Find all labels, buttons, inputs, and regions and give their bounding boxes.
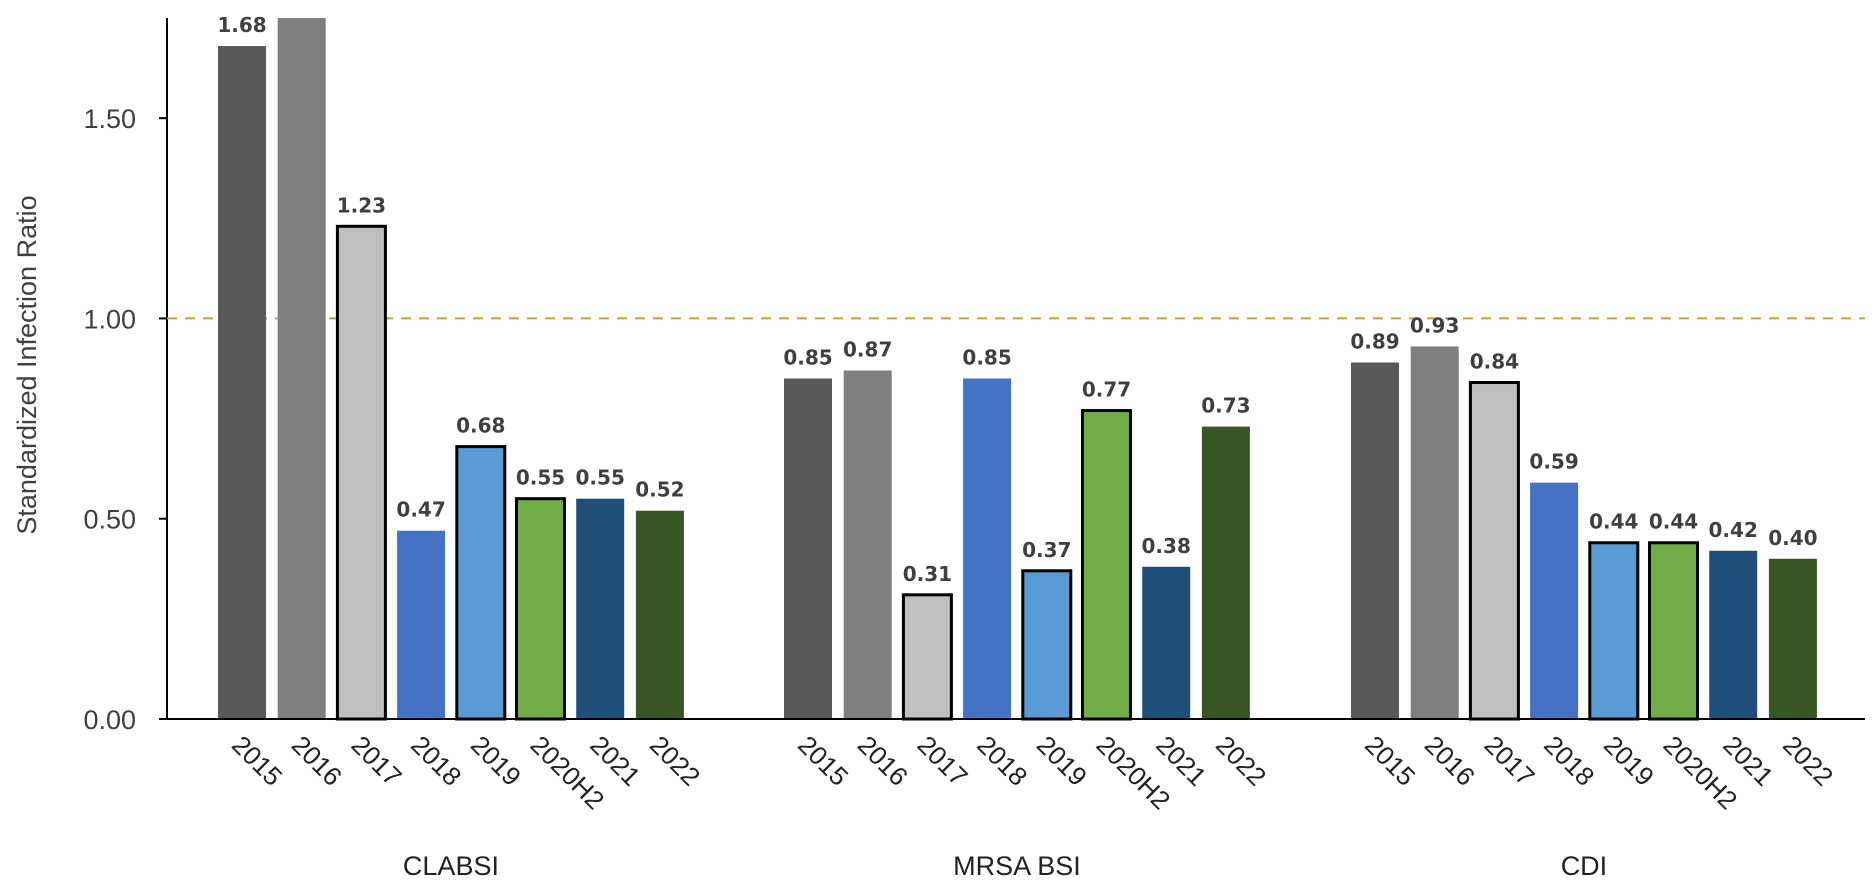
data-label: 1.23 <box>337 193 386 217</box>
bar-clabsi-2021 <box>576 498 625 719</box>
group-label: CDI <box>1561 851 1608 880</box>
data-label: 0.85 <box>962 346 1011 370</box>
x-tick-label: 2017 <box>912 730 974 792</box>
data-label: 0.44 <box>1589 510 1638 534</box>
data-label: 0.40 <box>1768 526 1817 550</box>
bar-clabsi-2018 <box>397 530 446 719</box>
data-label: 0.47 <box>396 498 445 522</box>
bar-mrsa-bsi-2018 <box>963 378 1012 719</box>
y-tick-label: 0.50 <box>83 505 136 535</box>
bar-mrsa-bsi-2020h2 <box>1081 409 1132 721</box>
bar-clabsi-2022 <box>635 510 684 719</box>
x-tick-label: 2022 <box>1210 730 1272 792</box>
data-label: 0.42 <box>1709 518 1758 542</box>
x-tick-label: 2022 <box>1777 730 1839 792</box>
data-label: 0.52 <box>635 478 684 502</box>
bar-mrsa-bsi-2016 <box>843 370 892 719</box>
data-label: 0.55 <box>516 466 565 490</box>
y-tick-label: 0.00 <box>83 705 136 735</box>
data-label: 0.55 <box>576 466 625 490</box>
bar-mrsa-bsi-2015 <box>784 378 832 719</box>
x-tick-label: 2022 <box>644 730 706 792</box>
bar-mrsa-bsi-2019 <box>1021 569 1073 721</box>
bar-clabsi-2017 <box>335 224 387 721</box>
data-label: 0.85 <box>783 346 832 370</box>
group-label: CLABSI <box>403 851 499 880</box>
data-label: 0.73 <box>1201 394 1250 418</box>
data-label: 0.44 <box>1649 510 1698 534</box>
y-tick-label: 1.50 <box>83 104 136 134</box>
data-label: 0.59 <box>1529 450 1578 474</box>
bar-cdi-2022 <box>1768 558 1817 719</box>
x-tick-label: 2018 <box>1538 730 1600 792</box>
data-label: 1.68 <box>217 13 266 37</box>
x-tick-label: 2019 <box>465 730 527 792</box>
y-axis-label: Standardized Infection Ratio <box>12 195 42 534</box>
bar-mrsa-bsi-2021 <box>1142 566 1191 719</box>
bar-cdi-2017 <box>1468 381 1520 721</box>
y-tick-label: 1.00 <box>83 304 136 334</box>
x-tick-label: 2016 <box>1419 730 1481 792</box>
bar-clabsi-2019 <box>455 445 507 721</box>
data-label: 0.38 <box>1142 534 1191 558</box>
x-tick-label: 2016 <box>286 730 348 792</box>
x-tick-label: 2015 <box>792 730 854 792</box>
bar-clabsi-2020h2 <box>515 497 566 721</box>
x-tick-label: 2017 <box>1479 730 1541 792</box>
data-label: 0.93 <box>1410 313 1459 337</box>
data-label: 0.37 <box>1022 538 1071 562</box>
x-tick-label: 2019 <box>1598 730 1660 792</box>
bar-cdi-2018 <box>1530 482 1579 719</box>
x-tick-label: 2019 <box>1031 730 1093 792</box>
bar-mrsa-bsi-2017 <box>901 593 953 721</box>
bar-cdi-2020h2 <box>1648 541 1699 721</box>
data-label: 0.68 <box>456 414 505 438</box>
x-tick-label: 2018 <box>405 730 467 792</box>
data-label: 0.87 <box>843 338 892 362</box>
data-label: 0.31 <box>903 562 952 586</box>
x-tick-label: 2016 <box>852 730 914 792</box>
bar-clabsi-2015 <box>218 46 266 720</box>
bar-mrsa-bsi-2022 <box>1201 426 1250 719</box>
bar-cdi-2021 <box>1709 550 1758 719</box>
bar-cdi-2019 <box>1588 541 1640 721</box>
data-label: 0.89 <box>1350 329 1399 353</box>
x-tick-label: 2017 <box>346 730 408 792</box>
x-tick-label: 2015 <box>226 730 288 792</box>
x-tick-label: 2018 <box>971 730 1033 792</box>
bar-cdi-2015 <box>1351 362 1399 719</box>
data-label: 0.77 <box>1082 378 1131 402</box>
group-label: MRSA BSI <box>953 851 1081 880</box>
data-label: 0.84 <box>1470 350 1519 374</box>
bar-cdi-2016 <box>1410 346 1459 719</box>
x-tick-label: 2015 <box>1359 730 1421 792</box>
plot-area: 0.000.501.001.501.68201520161.2320170.47… <box>83 13 1865 880</box>
bar-clabsi-2016 <box>277 18 326 719</box>
